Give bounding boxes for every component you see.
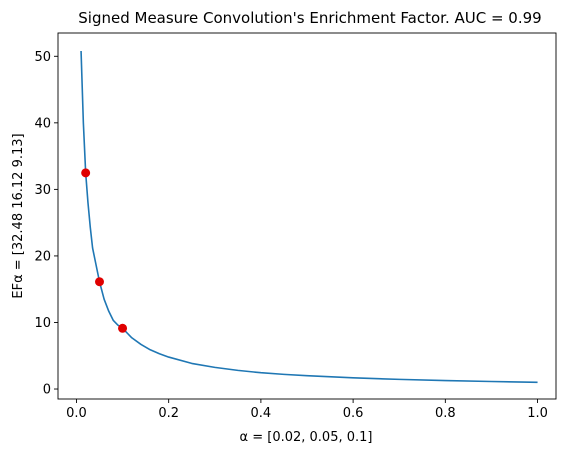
x-tick-label: 0.0 (66, 406, 87, 421)
x-axis-label: α = [0.02, 0.05, 0.1] (240, 430, 373, 445)
data-point (95, 277, 104, 287)
y-tick-label: 0 (43, 383, 51, 398)
y-tick-label: 20 (34, 249, 51, 264)
x-tick-label: 0.2 (158, 406, 179, 421)
plot-frame (57, 32, 557, 400)
series-line (80, 50, 538, 384)
y-tick-label: 10 (34, 316, 51, 331)
data-point (81, 168, 91, 178)
plot-area: 0.0 0.2 0.4 0.6 0.8 1.0 0 10 20 30 40 50 (34, 32, 557, 421)
x-tick-label: 0.8 (435, 406, 456, 421)
y-tick-label: 50 (34, 50, 51, 65)
x-tick-label: 1.0 (527, 406, 548, 421)
data-point (118, 323, 128, 333)
y-axis-label: EFα = [32.48 16.12 9.13] (11, 133, 26, 298)
y-tick-label: 30 (34, 183, 51, 198)
x-tick-label: 0.6 (343, 406, 364, 421)
y-tick-label: 40 (34, 116, 51, 131)
x-tick-label: 0.4 (251, 406, 272, 421)
chart-title: Signed Measure Convolution's Enrichment … (78, 9, 541, 27)
